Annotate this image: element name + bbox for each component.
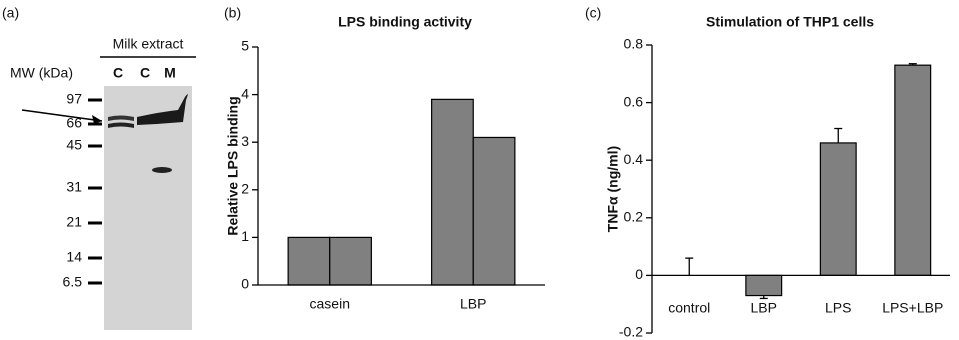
y-tick-label: 4 [241, 85, 249, 101]
bar [330, 237, 372, 285]
panel-label: (b) [224, 5, 241, 21]
panel-label: (c) [585, 5, 601, 21]
x-tick-label: casein [310, 296, 350, 312]
bar [288, 237, 330, 285]
figure: (a) Milk extract MW (kDa) C C M 97664531… [0, 0, 959, 340]
y-axis-label: TNFα (ng/ml) [605, 146, 621, 232]
y-tick-label: 0.2 [624, 209, 644, 225]
panel-label: (a) [2, 5, 19, 21]
mw-marker: 31 [66, 179, 82, 195]
bar [432, 99, 474, 285]
y-tick-label: 3 [241, 133, 249, 149]
y-tick-label: -0.2 [619, 324, 643, 340]
y-tick-label: 0.6 [624, 93, 644, 109]
mw-marker: 14 [66, 249, 82, 265]
gel-header: Milk extract [113, 36, 184, 52]
y-tick-label: 0 [635, 266, 643, 282]
bar [895, 65, 931, 275]
x-tick-label: LPS+LBP [882, 300, 943, 316]
x-tick-label: LBP [751, 300, 777, 316]
y-tick-label: 1 [241, 228, 249, 244]
chart-title: LPS binding activity [338, 14, 472, 30]
mw-label: MW (kDa) [10, 65, 73, 81]
mw-marker: 97 [66, 91, 82, 107]
mw-marker: 66 [66, 115, 82, 131]
y-tick-label: 5 [241, 38, 249, 54]
y-tick-label: 2 [241, 181, 249, 197]
y-axis-label: Relative LPS binding [225, 96, 241, 235]
chart-title: Stimulation of THP1 cells [706, 14, 874, 30]
band [152, 167, 172, 173]
bar [473, 137, 515, 285]
lane-label: C [113, 65, 123, 81]
lane-label: M [164, 65, 176, 81]
bar [746, 275, 782, 295]
y-tick-label: 0.8 [624, 36, 644, 52]
y-tick-label: 0.4 [624, 151, 644, 167]
x-tick-label: LPS [825, 300, 851, 316]
x-tick-label: control [668, 300, 710, 316]
lane-label: C [140, 65, 150, 81]
mw-marker: 45 [66, 137, 82, 153]
y-tick-label: 0 [241, 276, 249, 292]
mw-marker: 21 [66, 214, 82, 230]
arrow [22, 110, 102, 121]
x-tick-label: LBP [460, 296, 486, 312]
mw-marker: 6.5 [63, 274, 83, 290]
bar [820, 143, 856, 275]
